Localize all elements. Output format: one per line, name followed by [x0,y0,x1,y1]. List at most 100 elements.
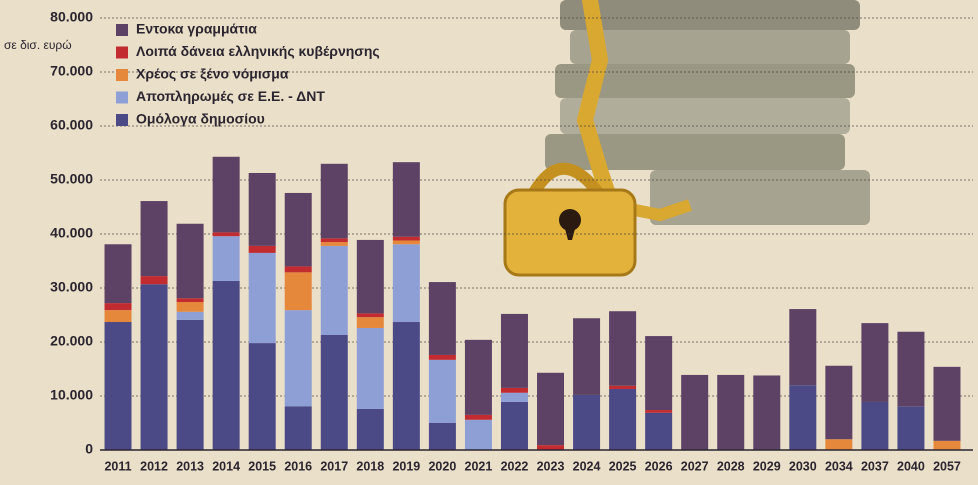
bar-segment [104,244,132,304]
y-tick-label: 60.000 [50,117,93,133]
x-tick-label: 2027 [681,459,709,473]
legend-swatch [116,46,128,59]
bar-segment [500,387,528,393]
bar-segment [681,374,709,450]
bar-segment [933,366,961,441]
bar-segment [464,419,492,450]
bar-segment [176,319,204,450]
bar-segment [284,192,312,267]
x-tick-label: 2026 [645,459,673,473]
bar-segment [717,374,745,450]
bar-segment [789,309,817,386]
bar-segment [284,266,312,273]
x-tick-label: 2020 [428,459,456,473]
bar-segment [789,385,817,450]
legend-swatch [116,91,128,104]
bar-segment [212,280,240,450]
legend-label: Χρέος σε ξένο νόμισμα [136,66,289,82]
x-tick-label: 2014 [212,459,240,473]
y-tick-label: 0 [85,441,93,457]
bar-segment [573,394,601,450]
bar-segment [428,282,456,355]
bar-segment [176,298,204,303]
y-tick-label: 20.000 [50,333,93,349]
x-tick-label: 2012 [140,459,168,473]
legend-label: Ομόλογα δημοσίου [136,111,265,127]
y-tick-label: 30.000 [50,279,93,295]
bar-segment [212,232,240,237]
bar-segment [392,240,420,245]
bar-segment [428,359,456,423]
legend-swatch [116,69,128,81]
y-tick-label: 40.000 [50,225,93,241]
y-tick-label: 10.000 [50,387,93,403]
bar-segment [825,365,853,440]
x-tick-label: 2022 [501,459,529,473]
bar-segment [825,439,853,450]
legend-swatch [116,24,128,36]
bar-segment [320,163,348,239]
bar-segment [573,318,601,395]
bar-segment [897,406,925,450]
bar-segment [464,414,492,420]
bar-segment [320,245,348,335]
bar-segment [356,317,384,328]
x-tick-label: 2025 [609,459,637,473]
bar-segment [248,245,276,253]
x-tick-label: 2037 [861,459,889,473]
bar-segment [320,238,348,243]
bar-segment [428,354,456,360]
legend-label: Εντοκα γραμμάτια [136,21,257,37]
bar-segment [500,313,528,388]
bar-segment [356,239,384,314]
bar-segment [645,412,673,450]
bar-segment [104,322,132,450]
bar-segment [212,236,240,281]
bar-segment [212,156,240,233]
bar-segment [897,331,925,407]
bar-segment [645,336,673,411]
legend-label: Αποπληρωμές σε Ε.Ε. - ΔΝΤ [136,88,325,104]
x-tick-label: 2017 [320,459,348,473]
bar-segment [284,272,312,311]
money-illustration [503,0,870,277]
bar-segment [140,201,168,277]
x-tick-label: 2040 [897,459,925,473]
x-tick-label: 2030 [789,459,817,473]
x-tick-label: 2018 [356,459,384,473]
bar-segment [284,406,312,450]
bar-segment [356,313,384,318]
bar-segment [392,162,420,237]
bar-segment [645,410,673,413]
bar-segment [392,244,420,323]
bar-segment [609,385,637,389]
bar-segment [428,423,456,450]
bar-segment [248,172,276,246]
legend-swatch [116,114,128,126]
bar-segment [609,388,637,450]
x-tick-label: 2011 [104,459,131,473]
x-tick-label: 2028 [717,459,745,473]
x-tick-label: 2013 [176,459,204,473]
bar-segment [861,401,889,450]
bar-segment [104,303,132,311]
bar-segment [320,242,348,246]
y-tick-label: 50.000 [50,171,93,187]
bar-segment [933,440,961,450]
bar-segment [356,327,384,409]
bar-segment [320,334,348,450]
x-tick-label: 2016 [284,459,312,473]
bar-segment [537,372,565,446]
bar-segment [176,311,204,320]
bar-segment [392,322,420,450]
bar-segment [140,284,168,450]
bar-segment [248,252,276,344]
bar-segment [356,408,384,450]
bar-segment [861,323,889,402]
y-tick-label: 70.000 [50,63,93,79]
bar-segment [537,445,565,450]
x-tick-label: 2057 [933,459,961,473]
x-tick-label: 2019 [392,459,420,473]
bar-segment [176,223,204,299]
